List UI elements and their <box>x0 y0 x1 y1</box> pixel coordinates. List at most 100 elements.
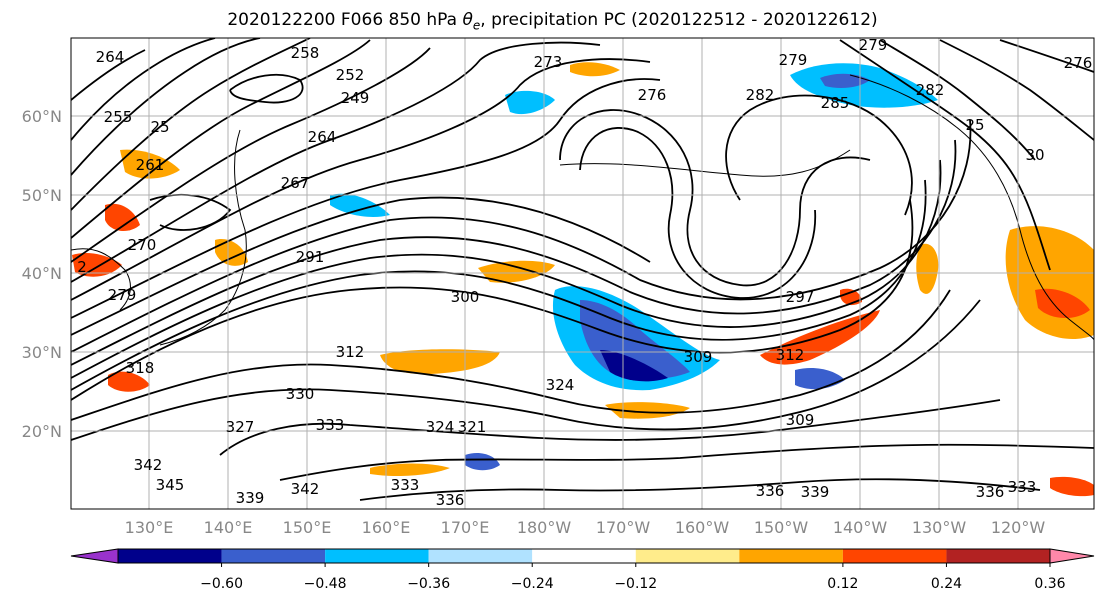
contour-line <box>71 78 661 319</box>
contour-label: 282 <box>916 81 945 99</box>
positive-precip-area-11 <box>370 463 450 476</box>
theta-subscript: e <box>472 18 481 33</box>
contour-line <box>71 196 651 336</box>
longitude-label: 160°E <box>362 518 411 537</box>
map-frame <box>70 37 1095 510</box>
contour-line <box>71 47 431 263</box>
contour-label: 276 <box>638 86 667 104</box>
positive-precip-area-16 <box>1050 476 1094 497</box>
colorbar-tick-label: 0.12 <box>827 576 858 592</box>
contour-line <box>71 39 371 239</box>
contour-label: 333 <box>1008 478 1037 496</box>
contour-label: 345 <box>156 476 185 494</box>
colorbar-frame <box>117 548 1051 564</box>
positive-precip-area-12 <box>916 243 939 294</box>
colorbar-tick-label: −0.12 <box>614 576 657 592</box>
contour-label: 264 <box>308 128 337 146</box>
contour-line <box>71 139 957 366</box>
longitude-label: 150°E <box>283 518 332 537</box>
theta-symbol: θ <box>462 10 473 30</box>
negative-precip-core-dark <box>600 350 668 382</box>
colorbar-extend-high <box>1049 548 1095 564</box>
contour-line <box>71 38 311 211</box>
latitude-label: 60°N <box>22 107 62 126</box>
contour-label: 279 <box>779 51 808 69</box>
negative-precip-area-7 <box>465 453 500 471</box>
latitude-label: 40°N <box>22 264 62 283</box>
graticule <box>71 38 1094 509</box>
positive-precip-area-4 <box>605 402 690 419</box>
coastline <box>71 248 131 311</box>
contour-line <box>219 399 1001 456</box>
longitude-label: 120°W <box>991 518 1046 537</box>
contour-labels: 264 258 252 249 255 25 261 264 267 270 2 279 291 300 3… <box>77 36 1092 509</box>
contour-line <box>579 127 817 299</box>
contour-label: 276 <box>1064 54 1093 72</box>
contour-label: 2 <box>77 258 87 276</box>
contour-label: 309 <box>684 348 713 366</box>
contour-label: 300 <box>451 288 480 306</box>
colorbar-tick-label: −0.36 <box>407 576 450 592</box>
latitude-label: 30°N <box>22 343 62 362</box>
colorbar-segment <box>532 549 636 563</box>
contour-label: 339 <box>236 489 265 507</box>
colorbar-segment <box>842 549 947 563</box>
contour-line <box>71 38 261 176</box>
colorbar-tick-label: −0.24 <box>511 576 554 592</box>
coastline <box>849 74 1094 341</box>
contour-label: 342 <box>291 480 320 498</box>
positive-precip-area-13 <box>570 62 620 77</box>
colorbar-extend-low <box>70 548 119 564</box>
contour-line <box>71 179 927 391</box>
contour-line <box>71 159 942 379</box>
colorbar-segment <box>635 549 740 563</box>
positive-precip-area-6 <box>105 203 140 232</box>
contour-label: 264 <box>96 48 125 66</box>
colorbar-tick-label: 0.24 <box>931 576 962 592</box>
negative-precip-area-6 <box>795 368 845 390</box>
contour-line <box>839 39 1051 271</box>
contour-label: 318 <box>126 359 155 377</box>
positive-precip-area-1 <box>380 349 500 375</box>
positive-precip-area-10 <box>1035 288 1090 319</box>
longitude-label: 130°E <box>125 518 174 537</box>
colorbar-segment <box>325 549 429 563</box>
contour-line <box>279 443 1094 481</box>
coastline <box>559 149 851 177</box>
longitude-label: 170°W <box>596 518 651 537</box>
title-suffix: , precipitation PC (2020122512 - 2020122… <box>480 10 878 30</box>
contour-label: 336 <box>976 483 1005 501</box>
contour-label: 279 <box>108 286 137 304</box>
contour-label: 270 <box>128 236 157 254</box>
contour-label: 261 <box>136 156 165 174</box>
coastline <box>159 129 247 346</box>
positive-precip-area-9 <box>1005 226 1094 340</box>
theta-e-contours <box>71 38 1094 501</box>
contour-label: 282 <box>746 86 775 104</box>
contour-line <box>999 39 1094 73</box>
contour-label: 312 <box>336 343 365 361</box>
longitude-label: 170°E <box>441 518 490 537</box>
latitude-label: 20°N <box>22 422 62 441</box>
contour-label: 255 <box>104 108 133 126</box>
contour-line <box>71 49 146 101</box>
colorbar-segment <box>428 549 533 563</box>
contour-line <box>229 73 304 104</box>
positive-precip-area-15 <box>215 239 248 266</box>
contour-label: 321 <box>458 418 487 436</box>
contour-label: 324 <box>546 376 575 394</box>
contour-label: 333 <box>391 476 420 494</box>
colorbar-segment <box>221 549 326 563</box>
coastlines <box>71 74 1094 346</box>
contour-label: 342 <box>134 456 163 474</box>
contour-label: 297 <box>786 288 815 306</box>
positive-precip-area-8 <box>108 371 150 392</box>
contour-label: 279 <box>859 36 888 54</box>
colorbar-segment <box>118 549 222 563</box>
longitude-label: 130°W <box>912 518 967 537</box>
contour-line <box>71 38 216 141</box>
contour-line <box>71 119 972 353</box>
contour-label: 267 <box>281 174 310 192</box>
contour-label: 333 <box>316 416 345 434</box>
